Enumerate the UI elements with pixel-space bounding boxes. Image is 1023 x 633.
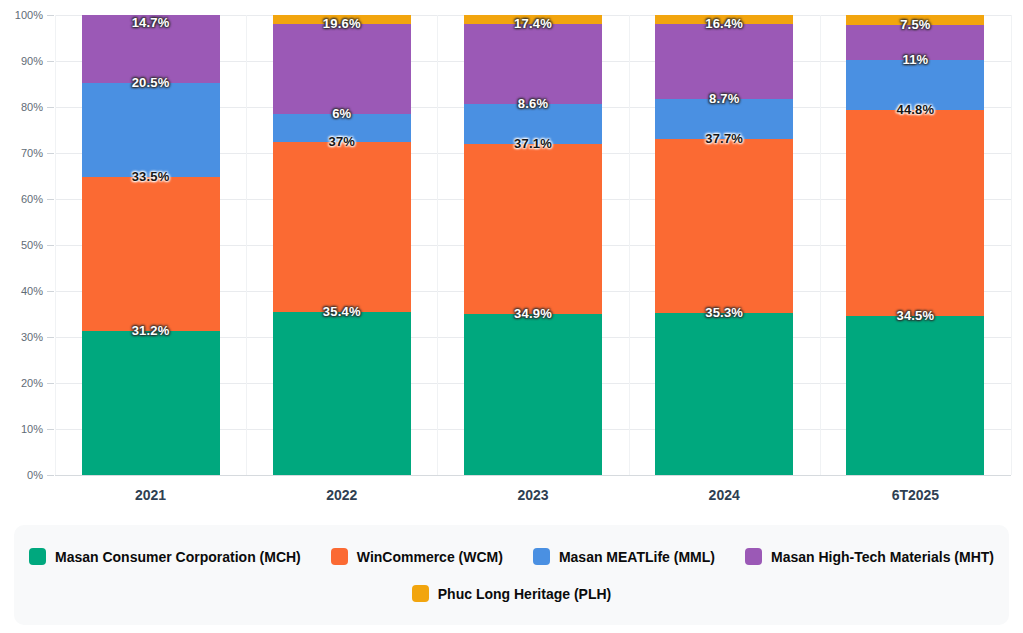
legend-item-2[interactable]: Masan MEATLife (MML) <box>533 548 715 566</box>
segment-2024-series-0[interactable] <box>655 313 793 475</box>
legend-label: Phuc Long Heritage (PLH) <box>438 585 611 603</box>
gridline-vertical <box>55 15 56 475</box>
legend-swatch-icon <box>533 548 550 565</box>
y-axis-tick <box>47 245 54 246</box>
gridline-vertical <box>820 15 821 475</box>
segment-6T2025-series-0[interactable] <box>846 316 984 475</box>
y-axis-label: 80% <box>0 100 43 114</box>
value-label: 33.5% <box>82 169 220 185</box>
value-label: 37.1% <box>464 136 602 152</box>
gridline-vertical <box>437 15 438 475</box>
y-axis-label: 30% <box>0 330 43 344</box>
bar-2021: 31.2% 33.5% 20.5% 14.7% <box>82 15 220 475</box>
gridline <box>55 475 1011 476</box>
x-axis-label-2021: 2021 <box>55 487 246 503</box>
x-axis-label-2024: 2024 <box>629 487 820 503</box>
value-label: 19.6% <box>273 16 411 32</box>
segment-2022-series-3[interactable] <box>273 24 411 114</box>
y-axis-tick <box>47 383 54 384</box>
segment-2021-series-1[interactable] <box>82 177 220 331</box>
value-label: 8.7% <box>655 91 793 107</box>
gridline-vertical <box>1011 15 1012 475</box>
legend-swatch-icon <box>331 548 348 565</box>
bar-2024: 35.3% 37.7% 8.7% 16.4% <box>655 15 793 475</box>
legend-label: Masan High-Tech Materials (MHT) <box>771 548 994 566</box>
value-label: 34.9% <box>464 306 602 322</box>
legend-label: Masan Consumer Corporation (MCH) <box>55 548 301 566</box>
value-label: 11% <box>846 52 984 68</box>
y-axis-tick <box>47 15 54 16</box>
value-label: 44.8% <box>846 102 984 118</box>
segment-2023-series-3[interactable] <box>464 24 602 104</box>
segment-2023-series-0[interactable] <box>464 314 602 475</box>
value-label: 34.5% <box>846 308 984 324</box>
y-axis-label: 70% <box>0 146 43 160</box>
legend-row-1: Masan Consumer Corporation (MCH) WinComme… <box>14 548 1009 566</box>
legend-label: Masan MEATLife (MML) <box>559 548 715 566</box>
segment-2021-series-0[interactable] <box>82 331 220 475</box>
value-label: 35.3% <box>655 305 793 321</box>
value-label: 31.2% <box>82 323 220 339</box>
value-label: 20.5% <box>82 75 220 91</box>
segment-6T2025-series-1[interactable] <box>846 110 984 316</box>
y-axis-tick <box>47 337 54 338</box>
y-axis-label: 0% <box>0 468 43 482</box>
y-axis-label: 20% <box>0 376 43 390</box>
y-axis-tick <box>47 153 54 154</box>
value-label: 8.6% <box>464 96 602 112</box>
legend-item-3[interactable]: Masan High-Tech Materials (MHT) <box>745 548 994 566</box>
chart-plot-area: 0%10%20%30%40%50%60%70%80%90%100%31.2%33… <box>55 15 1011 475</box>
legend-swatch-icon <box>412 585 429 602</box>
chart-page: 0% 10% 20% 30% 40% 50% 60% 70% 80% 90% 100% 31.2% 33… <box>0 0 1023 633</box>
value-label: 17.4% <box>464 16 602 32</box>
y-axis-tick <box>47 291 54 292</box>
bar-2022: 35.4% 37% 6% 19.6% <box>273 15 411 475</box>
x-axis-label-2022: 2022 <box>246 487 437 503</box>
value-label: 7.5% <box>846 17 984 33</box>
value-label: 35.4% <box>273 304 411 320</box>
bar-6T2025: 34.5% 44.8% 11% 7.5% <box>846 15 984 475</box>
legend-item-1[interactable]: WinCommerce (WCM) <box>331 548 503 566</box>
y-axis-label: 100% <box>0 8 43 22</box>
segment-2022-series-0[interactable] <box>273 312 411 475</box>
y-axis-tick <box>47 107 54 108</box>
y-axis-tick <box>47 475 54 476</box>
y-axis-tick <box>47 429 54 430</box>
x-axis-label-2023: 2023 <box>437 487 628 503</box>
segment-2024-series-3[interactable] <box>655 24 793 99</box>
segment-2023-series-1[interactable] <box>464 144 602 315</box>
legend-swatch-icon <box>29 548 46 565</box>
value-label: 6% <box>273 106 411 122</box>
bar-2023: 34.9% 37.1% 8.6% 17.4% <box>464 15 602 475</box>
y-axis-label: 50% <box>0 238 43 252</box>
x-axis-label-6T2025: 6T2025 <box>820 487 1011 503</box>
legend-item-0[interactable]: Masan Consumer Corporation (MCH) <box>29 548 301 566</box>
value-label: 16.4% <box>655 16 793 32</box>
value-label: 37% <box>273 134 411 150</box>
legend-item-4[interactable]: Phuc Long Heritage (PLH) <box>412 585 611 603</box>
legend-swatch-icon <box>745 548 762 565</box>
y-axis-label: 10% <box>0 422 43 436</box>
segment-2022-series-1[interactable] <box>273 142 411 312</box>
y-axis-label: 40% <box>0 284 43 298</box>
segment-2024-series-1[interactable] <box>655 139 793 312</box>
y-axis-tick <box>47 61 54 62</box>
legend-row-2: Phuc Long Heritage (PLH) <box>14 585 1009 603</box>
gridline-vertical <box>629 15 630 475</box>
legend-label: WinCommerce (WCM) <box>357 548 503 566</box>
legend-panel: Masan Consumer Corporation (MCH) WinComme… <box>14 525 1009 625</box>
y-axis-label: 60% <box>0 192 43 206</box>
value-label: 14.7% <box>82 15 220 31</box>
value-label: 37.7% <box>655 131 793 147</box>
y-axis-label: 90% <box>0 54 43 68</box>
y-axis-tick <box>47 199 54 200</box>
gridline-vertical <box>246 15 247 475</box>
segment-2021-series-2[interactable] <box>82 83 220 177</box>
